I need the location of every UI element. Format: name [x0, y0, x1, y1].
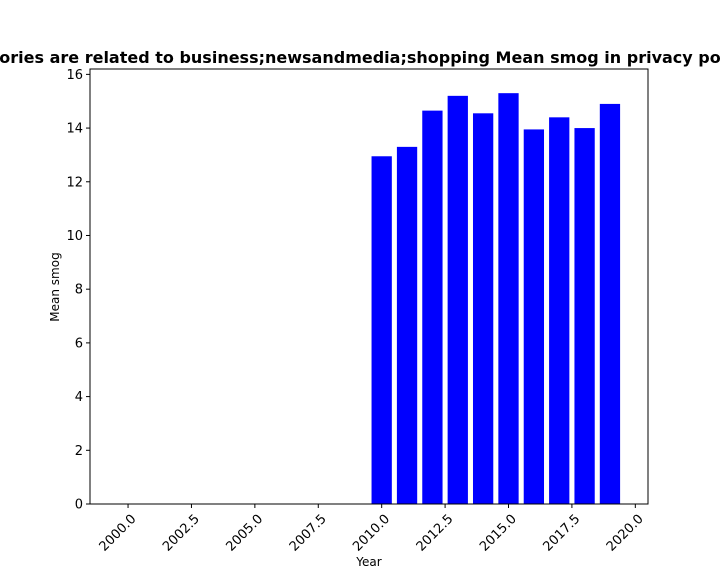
y-tick-label: 10	[66, 229, 83, 244]
y-axis-label: Mean smog	[48, 252, 62, 321]
y-tick-label: 12	[66, 175, 83, 190]
x-axis-label: Year	[355, 555, 381, 569]
x-tick-label: 2010.0	[350, 512, 393, 555]
y-tick-label: 14	[66, 122, 83, 137]
x-tick-label: 2015.0	[477, 512, 520, 555]
x-axis-ticks: 2000.0 2002.5 2005.0 2007.5 2010.0 2012.5 2015…	[97, 504, 647, 555]
bar-2018	[574, 128, 595, 504]
bar-2019	[599, 103, 621, 504]
bar-2010	[371, 156, 392, 504]
x-tick-label: 2002.5	[160, 512, 203, 555]
plot-frame	[89, 68, 649, 505]
bar-2012	[422, 110, 443, 505]
y-tick-label: 4	[75, 390, 83, 405]
bar-2015	[498, 93, 519, 505]
x-tick-label: 2005.0	[223, 512, 266, 555]
x-tick-label: 2007.5	[287, 512, 330, 555]
bar-2017	[549, 117, 570, 504]
chart-title: ories are related to business;newsandmed…	[0, 48, 720, 67]
bar-2013	[447, 95, 468, 504]
bar-2014	[472, 113, 494, 504]
y-axis-ticks: 0 2 4 6 8 10 12 14 16	[66, 68, 90, 513]
bar-2011	[396, 146, 418, 504]
bars-group	[371, 93, 621, 505]
y-tick-label: 2	[75, 444, 83, 459]
y-tick-label: 8	[75, 283, 83, 298]
x-tick-label: 2000.0	[97, 512, 140, 555]
x-tick-label: 2020.0	[604, 512, 647, 555]
y-tick-label: 0	[75, 498, 83, 513]
bar-2016	[523, 129, 545, 505]
x-tick-label: 2012.5	[414, 512, 457, 555]
x-tick-label: 2017.5	[540, 512, 583, 555]
y-tick-label: 16	[66, 68, 83, 83]
y-tick-label: 6	[75, 336, 83, 351]
